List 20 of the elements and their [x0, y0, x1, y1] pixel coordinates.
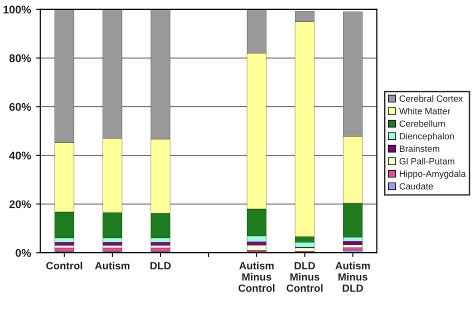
x-tick-label: DLD Minus Control	[286, 262, 322, 292]
legend-label: Cerebral Cortex	[400, 95, 463, 102]
x-tick-label: Autism Minus DLD	[335, 262, 370, 292]
y-tick-label: 20%	[9, 200, 31, 208]
legend-label: Cerebellum	[400, 120, 445, 127]
x-tick-label: DLD	[150, 262, 171, 270]
x-tick-label: Autism	[95, 262, 130, 270]
y-tick-label: 80%	[9, 54, 31, 62]
y-tick-label: 0%	[16, 248, 31, 257]
legend-label: Diencephalon	[400, 132, 454, 142]
legend-label: Brainstem	[400, 145, 440, 152]
x-tick-label: Autism Minus Control	[238, 262, 274, 292]
y-tick-label: 40%	[9, 152, 31, 160]
legend-label: Caudate	[400, 182, 433, 190]
legend-label: Hippo-Amygdala	[400, 170, 466, 179]
x-tick-label: Control	[46, 262, 82, 270]
legend-label: Gl Pall-Putam	[400, 158, 454, 164]
y-tick-label: 60%	[9, 102, 31, 111]
legend-label: White Matter	[399, 108, 450, 114]
y-tick-label: 100%	[4, 6, 31, 14]
